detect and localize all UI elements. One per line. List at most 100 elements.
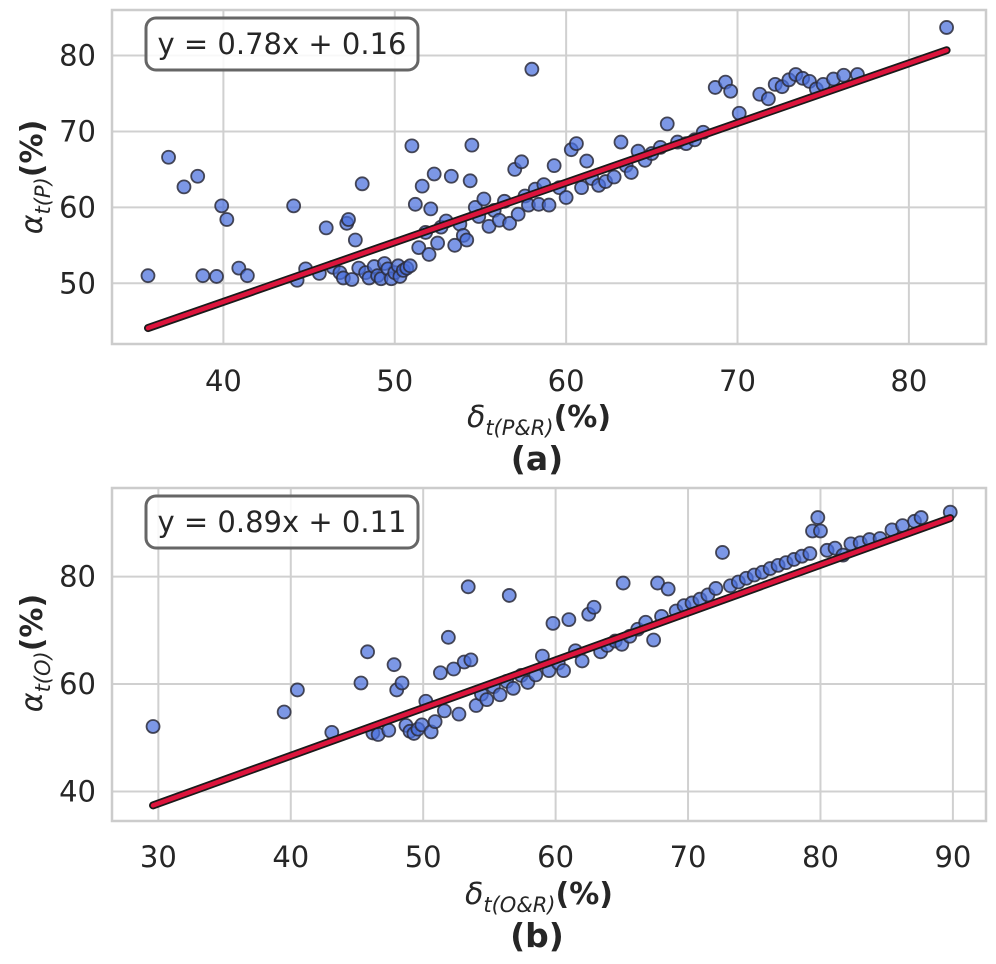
scatter-point bbox=[411, 240, 427, 255]
scatter-point bbox=[426, 166, 442, 182]
scatter-point bbox=[286, 198, 302, 214]
scatter-point bbox=[660, 581, 676, 597]
scatter-point bbox=[659, 116, 675, 132]
x-tick-label: 40 bbox=[272, 840, 309, 874]
scatter-point bbox=[354, 176, 370, 192]
axes-frame bbox=[110, 8, 988, 346]
scatter-point bbox=[586, 599, 602, 615]
scatter-point bbox=[460, 579, 476, 595]
scatter-point bbox=[760, 91, 776, 107]
x-tick-label: 70 bbox=[670, 840, 707, 874]
scatter-point bbox=[913, 510, 929, 525]
scatter-point bbox=[715, 545, 730, 560]
scatter-point bbox=[140, 268, 156, 284]
scatter-point bbox=[440, 629, 456, 645]
scatter-point bbox=[708, 581, 724, 596]
scatter-point bbox=[436, 703, 452, 719]
x-tick-label: 50 bbox=[376, 364, 413, 398]
scatter-point bbox=[646, 632, 662, 648]
scatter-point bbox=[386, 657, 402, 673]
scatter-point bbox=[190, 168, 206, 184]
scatter-point bbox=[276, 704, 292, 720]
y-tick-label: 80 bbox=[59, 39, 96, 73]
scatter-point bbox=[546, 158, 562, 174]
scatter-point bbox=[451, 706, 467, 722]
scatter-point bbox=[723, 83, 739, 99]
scatter-point bbox=[214, 198, 230, 214]
scatter-point bbox=[239, 268, 255, 284]
scatter-point bbox=[145, 719, 161, 734]
chart-panel-a: 40 50 60 70 80 50 60 70 80 y = 0.78x + 0.16 δt(P&R… bbox=[15, 8, 988, 478]
x-axis-label: δt(P&R)(%) bbox=[467, 400, 611, 440]
scatter-point bbox=[341, 212, 356, 227]
equation-box bbox=[144, 494, 420, 550]
y-axis-label: αt(O)(%) bbox=[15, 594, 55, 712]
scatter-point bbox=[353, 675, 369, 691]
y-tick-label: 40 bbox=[59, 774, 96, 808]
panel-label: (b) bbox=[510, 916, 564, 955]
y-tick-label: 60 bbox=[59, 190, 96, 224]
scatter-point bbox=[161, 149, 176, 165]
scatter-point bbox=[510, 206, 526, 222]
scatter-point bbox=[360, 644, 375, 660]
scatter-point bbox=[502, 215, 517, 231]
scatter-point bbox=[289, 682, 305, 698]
scatter-point bbox=[514, 154, 529, 170]
scatter-point bbox=[423, 201, 439, 217]
x-tick-label: 80 bbox=[890, 364, 927, 398]
scatter-point bbox=[414, 178, 430, 194]
fit-line bbox=[145, 47, 949, 331]
scatter-point bbox=[459, 232, 475, 248]
scatter-point bbox=[447, 237, 463, 253]
scatter-point bbox=[501, 588, 517, 603]
scatter-point bbox=[802, 546, 818, 561]
scatter-point bbox=[407, 196, 423, 212]
scatter-point bbox=[176, 179, 192, 195]
scatter-point bbox=[347, 232, 363, 248]
scatter-point bbox=[479, 692, 495, 708]
y-tick-label: 70 bbox=[59, 114, 96, 148]
scatter-point bbox=[613, 134, 629, 150]
fit-line bbox=[150, 515, 953, 808]
scatter-point bbox=[464, 137, 480, 153]
scatter-point bbox=[569, 136, 584, 152]
scatter-point bbox=[421, 247, 437, 262]
scatter-point bbox=[810, 510, 826, 525]
y-axis-label: αt(P)(%) bbox=[15, 120, 55, 235]
equation-label: y = 0.89x + 0.11 bbox=[158, 505, 407, 539]
x-axis-label: δt(O&R)(%) bbox=[465, 877, 613, 917]
scatter-point bbox=[402, 258, 418, 274]
chart-panel-b: 30 40 50 60 70 80 90 40 60 80 y = 0.89x + 0.11 δt(O… bbox=[15, 486, 988, 955]
x-tick-label: 80 bbox=[802, 840, 839, 874]
scatter-point bbox=[219, 212, 235, 227]
scatter-point bbox=[836, 67, 852, 83]
scatter-point bbox=[558, 190, 574, 205]
scatter-point bbox=[394, 675, 410, 691]
scatter-point bbox=[813, 523, 828, 539]
equation-label: y = 0.78x + 0.16 bbox=[158, 27, 407, 61]
scatter-point bbox=[541, 197, 557, 213]
scatter-point bbox=[505, 680, 521, 696]
scatter-point bbox=[427, 714, 443, 730]
x-tick-label: 60 bbox=[548, 364, 585, 398]
scatter-point bbox=[443, 168, 459, 184]
scatter-point bbox=[615, 575, 631, 591]
x-tick-label: 90 bbox=[934, 840, 971, 874]
scatter-point bbox=[209, 269, 224, 284]
x-tick-label: 60 bbox=[537, 840, 574, 874]
panel-label: (a) bbox=[511, 439, 563, 478]
y-tick-label: 50 bbox=[59, 266, 96, 300]
scatter-point bbox=[606, 169, 622, 185]
scatter-point bbox=[463, 652, 479, 668]
equation-box bbox=[144, 16, 420, 72]
scatter-point bbox=[430, 235, 446, 251]
scatter-point bbox=[344, 272, 360, 287]
x-tick-label: 50 bbox=[405, 840, 442, 874]
scatter-point bbox=[195, 268, 211, 284]
scatter-point bbox=[939, 20, 954, 35]
scatter-point bbox=[579, 153, 595, 169]
x-tick-label: 30 bbox=[140, 840, 177, 874]
scatter-point bbox=[433, 665, 448, 681]
scatter-point bbox=[492, 687, 508, 703]
